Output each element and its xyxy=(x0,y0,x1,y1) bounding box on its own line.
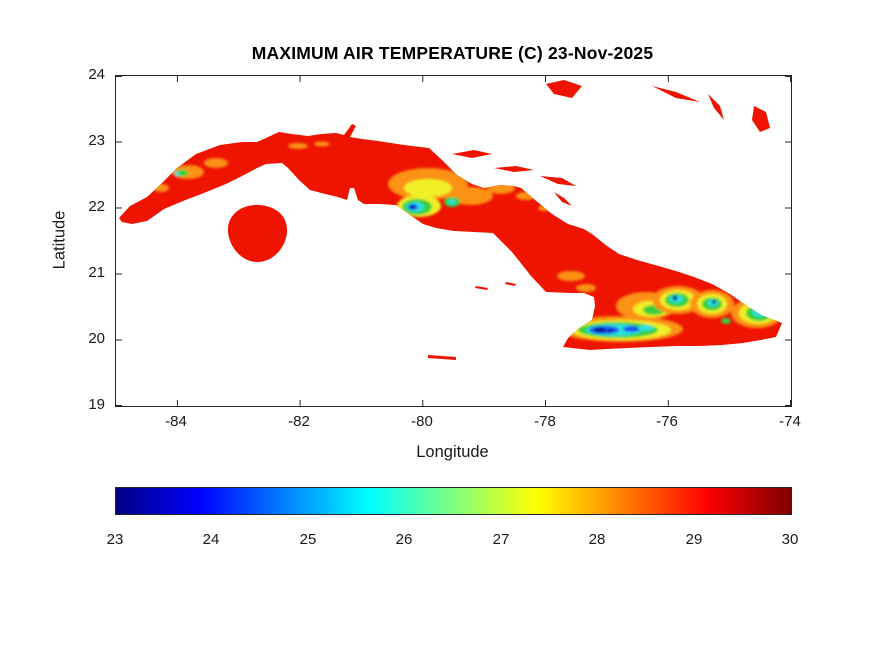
colorbar-tick-label: 24 xyxy=(202,531,220,548)
colorbar-tick-label: 30 xyxy=(781,531,799,548)
temp-patch xyxy=(487,182,515,194)
temp-patch xyxy=(449,187,493,205)
temp-patch xyxy=(746,305,772,321)
island-cay xyxy=(452,150,492,158)
temp-patch xyxy=(623,326,641,332)
y-tick-label: 21 xyxy=(88,264,105,281)
temp-patch xyxy=(448,199,456,205)
x-tick-label: -84 xyxy=(165,413,187,430)
temp-patch xyxy=(638,325,654,331)
x-tick-label: -82 xyxy=(288,413,310,430)
x-tick-label: -74 xyxy=(779,413,801,430)
bahamas-fragments xyxy=(546,80,770,132)
island-cay xyxy=(494,166,534,172)
y-tick-label: 20 xyxy=(88,330,105,347)
y-tick-label: 23 xyxy=(88,132,105,149)
temp-patch xyxy=(174,172,180,176)
temp-patch xyxy=(757,308,765,314)
y-axis-label: Latitude xyxy=(50,210,69,270)
x-axis-label: Longitude xyxy=(416,443,489,461)
temp-patch xyxy=(404,179,452,197)
y-tick-label: 22 xyxy=(88,198,105,215)
colorbar-tick-label: 26 xyxy=(395,531,413,548)
island-cay xyxy=(554,192,572,206)
colorbar-gradient xyxy=(115,487,792,515)
temp-patch xyxy=(576,284,596,292)
island-cay xyxy=(505,282,516,286)
y-tick-label: 19 xyxy=(88,396,105,413)
southern-cays xyxy=(428,282,516,360)
temp-patch xyxy=(712,300,716,304)
temp-patch xyxy=(204,158,228,168)
island-cay xyxy=(540,176,576,186)
y-tick-label: 24 xyxy=(88,66,105,83)
colorbar-tick-label: 29 xyxy=(685,531,703,548)
island-cay xyxy=(652,86,700,102)
island-cay xyxy=(428,355,456,360)
temp-patch xyxy=(538,205,554,211)
colorbar-tick-label: 27 xyxy=(492,531,510,548)
northern-cays xyxy=(452,150,576,206)
cuba-mainland xyxy=(119,124,782,350)
x-tick-label: -80 xyxy=(411,413,433,430)
island-cay xyxy=(475,286,488,290)
x-tick-label: -78 xyxy=(534,413,556,430)
isla-de-la-juventud xyxy=(227,204,288,263)
temp-patch xyxy=(410,205,414,209)
colorbar-tick-label: 28 xyxy=(588,531,606,548)
island-cay xyxy=(708,94,724,120)
axis-tick-marks xyxy=(116,76,791,406)
temp-patch xyxy=(721,318,731,324)
temp-patch xyxy=(516,192,536,200)
temp-patch xyxy=(594,327,606,333)
temp-patch xyxy=(288,143,308,149)
temp-patch xyxy=(608,329,612,333)
plot-title: MAXIMUM AIR TEMPERATURE (C) 23-Nov-2025 xyxy=(251,43,654,63)
island-cay xyxy=(546,80,582,98)
temp-patch xyxy=(672,295,678,301)
island-cay xyxy=(752,106,770,132)
temp-patch xyxy=(752,307,768,317)
temp-patch xyxy=(153,184,169,192)
temp-patch xyxy=(314,141,330,147)
x-tick-label: -76 xyxy=(656,413,678,430)
temp-patch xyxy=(557,271,585,281)
plot-area xyxy=(115,75,792,407)
colorbar-tick-label: 23 xyxy=(106,531,124,548)
cuba-temperature-map xyxy=(116,76,791,406)
colorbar-tick-label: 25 xyxy=(299,531,317,548)
